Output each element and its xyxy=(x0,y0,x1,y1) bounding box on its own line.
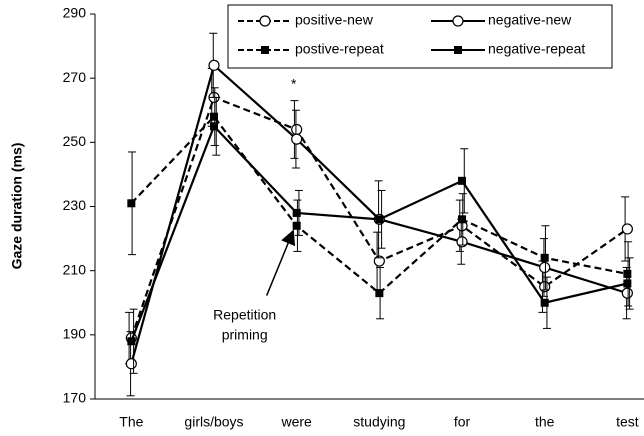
marker xyxy=(452,15,464,27)
series-line xyxy=(130,114,628,295)
legend-label: postive-repeat xyxy=(295,41,384,57)
marker xyxy=(125,358,137,370)
marker xyxy=(291,133,303,145)
marker xyxy=(292,208,301,217)
y-tick-label: 250 xyxy=(63,133,87,149)
marker xyxy=(623,269,632,278)
marker xyxy=(259,15,271,27)
y-tick-label: 210 xyxy=(63,261,87,277)
y-axis-label: Gaze duration (ms) xyxy=(9,143,25,270)
marker xyxy=(210,122,219,131)
marker xyxy=(621,223,633,235)
x-tick-label: for xyxy=(454,414,471,430)
marker xyxy=(291,123,303,136)
legend-box xyxy=(227,4,613,69)
marker xyxy=(540,253,549,262)
marker xyxy=(127,199,136,208)
annotation: priming xyxy=(222,326,268,342)
series-line xyxy=(130,124,628,342)
x-tick-label: were xyxy=(280,414,312,430)
marker xyxy=(292,221,301,230)
marker xyxy=(375,289,384,298)
x-tick-label: girls/boys xyxy=(184,414,243,430)
marker xyxy=(261,46,269,54)
x-tick-label: test xyxy=(616,414,639,430)
marker xyxy=(621,287,633,299)
marker xyxy=(458,176,467,185)
x-tick-label: studying xyxy=(353,414,405,430)
marker xyxy=(373,255,385,267)
x-tick-label: the xyxy=(535,414,555,430)
legend-label: negative-repeat xyxy=(488,41,585,57)
marker xyxy=(210,112,219,121)
y-tick-label: 270 xyxy=(63,69,87,85)
legend-label: negative-new xyxy=(488,12,572,28)
marker xyxy=(540,298,549,307)
marker xyxy=(454,46,462,54)
marker xyxy=(623,279,632,288)
marker xyxy=(456,236,468,248)
y-tick-label: 290 xyxy=(63,5,87,21)
marker xyxy=(127,337,136,346)
marker xyxy=(458,215,467,224)
y-tick-label: 230 xyxy=(63,197,87,213)
marker xyxy=(208,59,220,71)
annotation: Repetition xyxy=(213,306,276,322)
y-tick-label: 170 xyxy=(63,390,87,406)
legend-label: positive-new xyxy=(295,12,374,28)
annotation-arrow xyxy=(265,229,296,296)
y-tick-label: 190 xyxy=(63,326,87,342)
marker xyxy=(375,215,384,224)
marker xyxy=(539,261,551,274)
x-tick-label: The xyxy=(119,414,143,430)
annotation: * xyxy=(291,75,297,91)
